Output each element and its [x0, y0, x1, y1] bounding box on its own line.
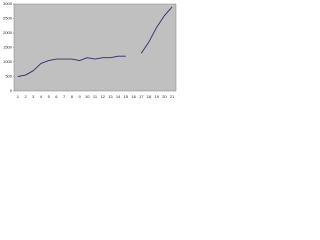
x-tick-label: 5: [48, 94, 51, 99]
x-tick-label: 7: [63, 94, 66, 99]
x-tick-label: 3: [32, 94, 35, 99]
x-tick-label: 15: [124, 94, 129, 99]
y-tick-label: 1500: [3, 45, 13, 50]
x-tick-label: 11: [93, 94, 98, 99]
y-tick-label: 0: [10, 88, 13, 93]
x-tick-label: 13: [108, 94, 113, 99]
x-tick-label: 18: [147, 94, 152, 99]
x-tick-label: 10: [85, 94, 90, 99]
x-tick-label: 6: [55, 94, 58, 99]
x-tick-label: 21: [170, 94, 175, 99]
x-tick-label: 19: [154, 94, 159, 99]
y-tick-label: 500: [5, 74, 12, 79]
line-series: [17, 6, 173, 77]
x-tick-label: 14: [116, 94, 121, 99]
x-tick-label: 12: [100, 94, 105, 99]
x-tick-label: 17: [139, 94, 144, 99]
y-tick-label: 1000: [3, 59, 13, 64]
plot-area: [13, 3, 177, 92]
y-tick-label: 3000: [3, 1, 13, 6]
x-tick-label: 1: [17, 94, 20, 99]
x-tick-label: 9: [78, 94, 81, 99]
x-tick-label: 16: [131, 94, 136, 99]
y-tick-label: 2500: [3, 16, 13, 21]
x-tick-label: 2: [24, 94, 27, 99]
x-tick-label: 8: [71, 94, 74, 99]
x-tick-label: 4: [40, 94, 43, 99]
y-tick-label: 2000: [3, 30, 13, 35]
x-tick-label: 20: [162, 94, 167, 99]
